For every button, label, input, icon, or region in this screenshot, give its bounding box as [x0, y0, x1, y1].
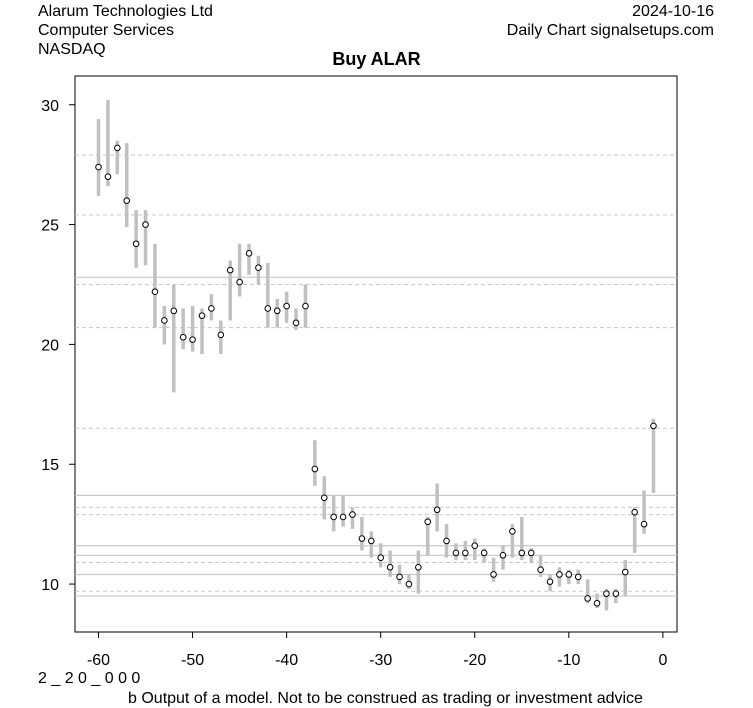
close-point: [443, 537, 450, 545]
close-point: [320, 494, 328, 502]
close-point: [480, 549, 488, 557]
close-point: [452, 549, 460, 557]
close-point: [114, 144, 121, 152]
y-tick-label: 10: [41, 577, 59, 594]
chart-source: Daily Chart signalsetups.com: [506, 22, 714, 39]
close-point: [302, 302, 309, 310]
close-point: [245, 250, 253, 257]
close-point: [226, 266, 234, 274]
close-point: [358, 535, 366, 542]
close-point: [208, 305, 215, 312]
y-tick-label: 20: [41, 337, 59, 354]
x-tick-label: -50: [181, 652, 204, 669]
close-point: [621, 568, 629, 576]
close-point: [433, 506, 441, 514]
close-point: [650, 422, 657, 430]
close-point: [565, 571, 573, 578]
close-point: [161, 317, 168, 324]
close-point: [236, 278, 243, 286]
plot-frame: [74, 75, 678, 633]
close-point: [396, 573, 403, 581]
close-point: [330, 513, 337, 521]
close-point: [490, 571, 497, 578]
close-point: [132, 240, 140, 248]
close-point: [424, 518, 432, 526]
model-code: 2 _ 2 0 _ 0 0 0: [38, 670, 141, 687]
x-tick-label: -40: [275, 652, 298, 669]
exchange-label: NASDAQ: [38, 41, 106, 58]
close-point: [574, 573, 582, 581]
close-point: [546, 578, 554, 585]
x-tick-label: -30: [369, 652, 392, 669]
close-point: [612, 590, 620, 597]
close-point: [264, 305, 272, 312]
close-point: [386, 563, 394, 571]
close-point: [593, 599, 601, 607]
y-tick-label: 25: [41, 218, 59, 235]
close-point: [640, 520, 648, 528]
close-point: [123, 197, 131, 204]
close-point: [311, 465, 319, 473]
sector-label: Computer Services: [38, 22, 175, 39]
close-point: [104, 173, 112, 180]
close-point: [273, 307, 281, 315]
chart-date: 2024-10-16: [632, 3, 714, 20]
close-point: [292, 319, 300, 327]
close-point: [349, 511, 356, 518]
close-point: [584, 595, 591, 602]
close-point: [189, 336, 196, 343]
close-point: [518, 549, 526, 557]
close-point: [499, 552, 507, 559]
close-point: [283, 302, 290, 310]
close-point: [95, 163, 102, 171]
close-point: [471, 542, 479, 550]
y-tick-label: 30: [41, 98, 59, 115]
disclaimer: b Output of a model. Not to be construed…: [128, 690, 643, 707]
close-point: [537, 566, 544, 573]
close-point: [556, 571, 563, 578]
close-point: [415, 563, 422, 571]
close-point: [527, 549, 535, 557]
close-point: [179, 333, 187, 341]
close-point: [170, 307, 178, 315]
y-tick-label: 15: [41, 457, 59, 474]
close-point: [377, 554, 385, 562]
close-point: [198, 312, 206, 319]
x-tick-label: -10: [557, 652, 580, 669]
chart-title: Buy ALAR: [332, 49, 421, 69]
close-point: [339, 513, 347, 521]
x-tick-label: -20: [463, 652, 486, 669]
company-name: Alarum Technologies Ltd: [38, 3, 213, 20]
close-point: [509, 528, 516, 535]
x-tick-label: 0: [658, 652, 667, 669]
close-point: [631, 508, 638, 516]
x-tick-label: -60: [87, 652, 110, 669]
close-point: [151, 288, 159, 295]
close-point: [405, 580, 413, 588]
close-point: [367, 537, 375, 545]
close-point: [255, 264, 262, 272]
close-point: [217, 331, 225, 339]
close-point: [603, 590, 610, 597]
close-point: [142, 221, 149, 228]
close-point: [462, 549, 469, 557]
